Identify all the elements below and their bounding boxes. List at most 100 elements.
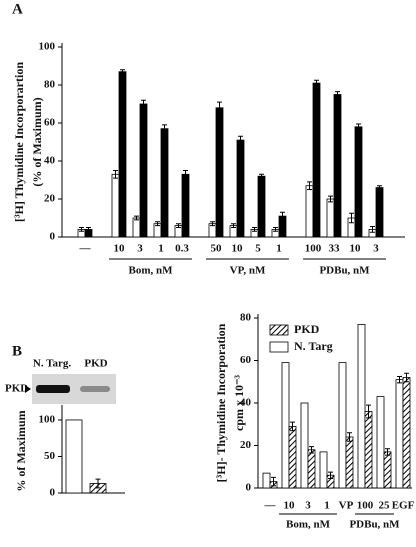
bar bbox=[215, 107, 224, 238]
error-bar bbox=[280, 211, 285, 221]
bar bbox=[319, 451, 328, 489]
legend-label: PKD bbox=[294, 322, 320, 336]
bar bbox=[118, 71, 127, 238]
lane-label: PKD bbox=[84, 358, 107, 370]
x-tick-label: 50 bbox=[211, 243, 223, 255]
error-bar bbox=[370, 226, 375, 233]
y-tick-label: 50 bbox=[44, 450, 56, 462]
bar bbox=[139, 103, 148, 238]
bar bbox=[376, 396, 385, 489]
x-tick-label: 33 bbox=[329, 243, 341, 255]
bar bbox=[111, 173, 120, 238]
x-tick-label: 10 bbox=[284, 500, 296, 512]
bar bbox=[312, 82, 321, 238]
marker-arrow bbox=[25, 385, 31, 393]
error-bar bbox=[120, 69, 125, 75]
error-bar bbox=[349, 212, 354, 224]
lane-label: N. Targ. bbox=[33, 358, 71, 370]
bar bbox=[333, 94, 342, 238]
error-bar bbox=[328, 195, 333, 203]
error-bar bbox=[238, 135, 243, 145]
bar bbox=[375, 187, 384, 238]
y-tick-label: 20 bbox=[44, 193, 56, 205]
bar bbox=[383, 451, 392, 489]
error-bar bbox=[95, 478, 101, 489]
y-tick-label: 100 bbox=[39, 413, 56, 425]
x-tick-label: 100 bbox=[357, 500, 374, 512]
y-tick-label: 0 bbox=[50, 487, 56, 499]
bar bbox=[300, 402, 309, 489]
error-bar bbox=[273, 227, 278, 232]
blot-marker: PKD bbox=[5, 383, 28, 395]
error-bar bbox=[356, 123, 361, 131]
x-tick-label: 5 bbox=[255, 243, 261, 255]
y-tick-label: 0 bbox=[246, 482, 252, 494]
error-bar bbox=[328, 471, 333, 479]
error-bar bbox=[217, 101, 222, 114]
error-bar bbox=[79, 227, 84, 232]
x-tick-label: — bbox=[264, 500, 277, 512]
error-bar bbox=[183, 170, 188, 179]
error-bar bbox=[385, 448, 390, 456]
bar bbox=[160, 128, 169, 238]
x-tick-label: 10 bbox=[114, 243, 126, 255]
legend-swatch bbox=[269, 341, 289, 353]
x-tick-label: 0.3 bbox=[175, 243, 189, 255]
blot-band bbox=[36, 385, 70, 393]
y-axis-label: [³H] Thymidine Incorporartion bbox=[12, 62, 26, 222]
error-bar bbox=[366, 404, 371, 419]
bar bbox=[305, 185, 314, 238]
x-tick-label: 1 bbox=[276, 243, 282, 255]
error-bar bbox=[252, 227, 257, 232]
y-axis-label: % of Maximum bbox=[14, 410, 28, 491]
error-bar bbox=[314, 79, 319, 87]
bar bbox=[262, 472, 271, 489]
y-tick-label: 80 bbox=[240, 312, 252, 324]
bar bbox=[402, 377, 411, 489]
x-tick-label: 10 bbox=[232, 243, 244, 255]
error-bar bbox=[335, 91, 340, 98]
error-bar bbox=[259, 173, 264, 179]
y-tick-label: 20 bbox=[240, 439, 252, 451]
error-bar bbox=[309, 446, 314, 454]
y-axis-label: [³H]- Thymidine Incorporation bbox=[214, 323, 228, 482]
group-label: Bom, nM bbox=[286, 519, 331, 531]
error-bar bbox=[86, 227, 91, 232]
error-bar bbox=[397, 375, 402, 384]
group-label: VP, nM bbox=[230, 265, 266, 277]
bar bbox=[281, 362, 290, 489]
group-label: PDBu, nM bbox=[349, 519, 400, 531]
x-tick-label: 1 bbox=[324, 500, 330, 512]
error-bar bbox=[271, 476, 276, 487]
error-bar bbox=[231, 223, 236, 228]
error-bar bbox=[347, 432, 352, 442]
panel-label: B bbox=[12, 343, 22, 359]
y-axis-label: (% of Maximum) bbox=[30, 97, 44, 186]
x-tick-label: 3 bbox=[373, 243, 379, 255]
error-bar bbox=[307, 181, 312, 190]
bar bbox=[307, 449, 316, 489]
panel-label: A bbox=[12, 1, 23, 17]
error-bar bbox=[210, 221, 215, 227]
y-tick-label: 40 bbox=[44, 155, 56, 167]
y-tick-label: 60 bbox=[44, 117, 56, 129]
bar bbox=[395, 379, 404, 489]
bar bbox=[364, 411, 373, 489]
group-label: Bom, nM bbox=[129, 265, 174, 277]
blot-band bbox=[80, 386, 110, 392]
error-bar bbox=[113, 170, 118, 179]
error-bar bbox=[162, 124, 167, 133]
bar bbox=[288, 425, 297, 489]
y-axis-label: cpm x 10⁻³ bbox=[232, 375, 246, 431]
error-bar bbox=[141, 99, 146, 109]
error-bar bbox=[176, 223, 181, 228]
bar bbox=[257, 175, 266, 238]
y-tick-label: 100 bbox=[39, 41, 56, 53]
legend-swatch bbox=[269, 324, 289, 336]
bar bbox=[338, 362, 347, 489]
x-tick-label: 3 bbox=[305, 500, 311, 512]
x-tick-label: 3 bbox=[137, 243, 143, 255]
bar bbox=[236, 139, 245, 238]
bar bbox=[357, 323, 366, 489]
